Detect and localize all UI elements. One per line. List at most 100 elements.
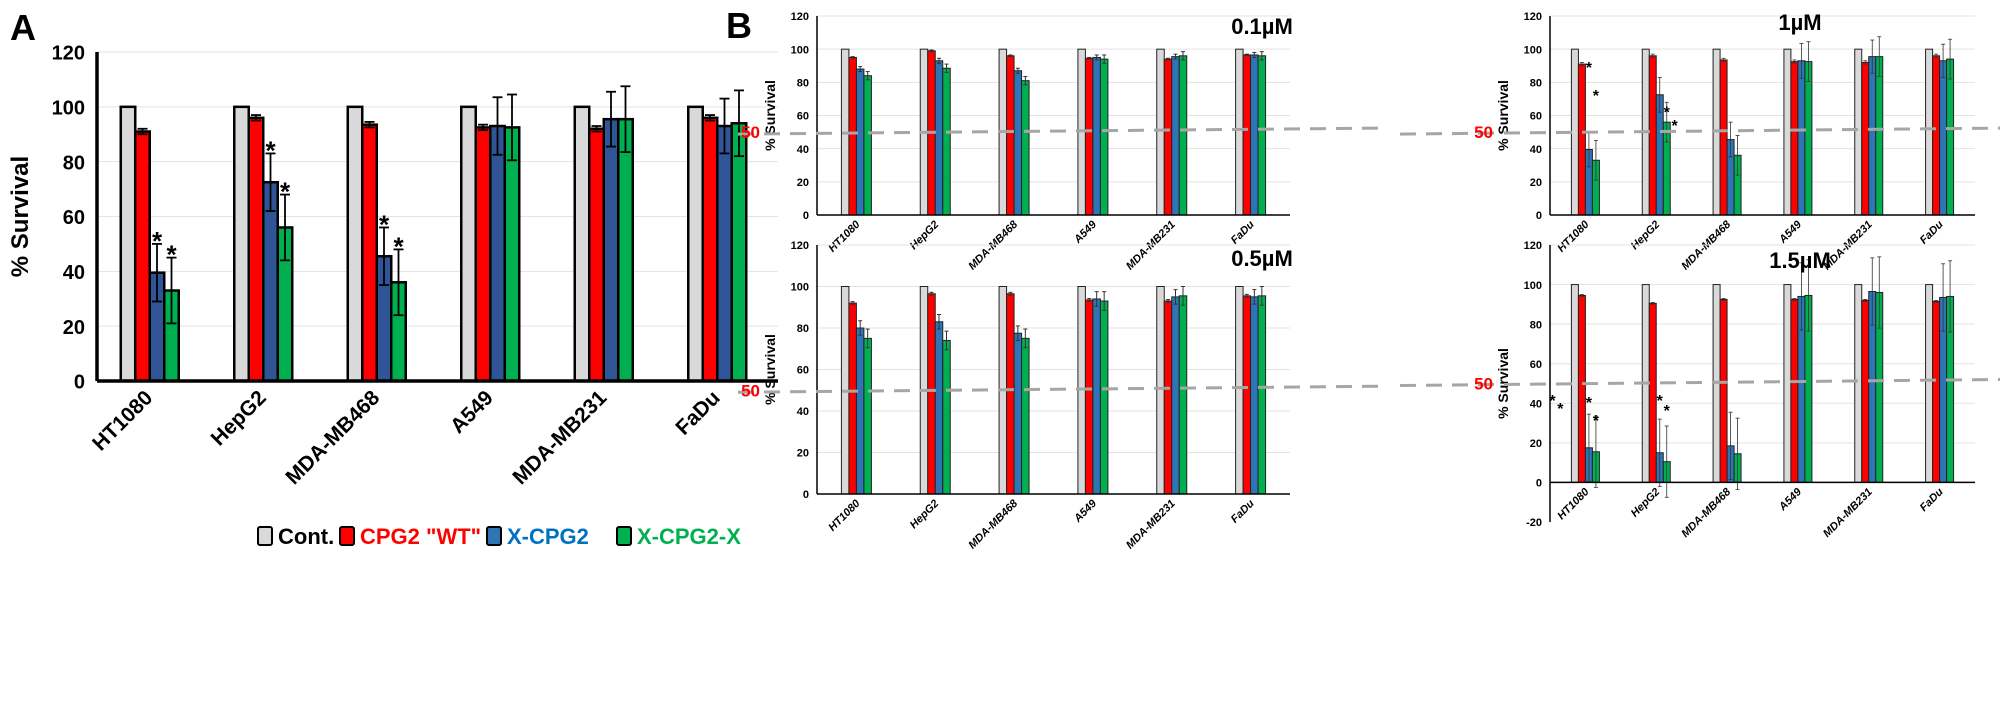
y-axis-title: % Survival xyxy=(762,334,778,405)
bar-hepg2-s3 xyxy=(942,339,951,495)
y-tick-label: 60 xyxy=(797,365,809,377)
bar-mda-mb468-s2 xyxy=(1013,70,1023,216)
legend-label: CPG2 "WT" xyxy=(360,524,481,549)
bar-mda-mb231-s3 xyxy=(1178,295,1188,495)
bar-mda-mb468-s1 xyxy=(1006,55,1015,216)
y-axis-title: % Survival xyxy=(7,156,34,277)
bar-a549-s2 xyxy=(1797,60,1806,216)
bar-mda-mb468-s1 xyxy=(361,123,378,383)
significance-asterisk: * xyxy=(1586,395,1593,412)
bar-mda-mb468-s1 xyxy=(1719,59,1728,216)
bar-ht1080-s1 xyxy=(1577,63,1586,216)
significance-asterisk: * xyxy=(1557,401,1564,418)
bar-a549-s3 xyxy=(1804,61,1813,216)
bar-mda-mb231-s2 xyxy=(602,117,620,383)
category-label: MDA-MB468 xyxy=(1679,485,1733,539)
significance-asterisk: * xyxy=(280,177,291,207)
concentration-title: 0.5µM xyxy=(1231,246,1293,271)
bar-a549-s1 xyxy=(1084,57,1094,216)
bar-fadu-s1 xyxy=(1932,55,1941,216)
y-tick-label: 100 xyxy=(52,97,85,119)
category-label: HepG2 xyxy=(1629,219,1663,253)
reference-line-50 xyxy=(1399,378,2000,387)
bar-ht1080-s1 xyxy=(848,56,857,216)
bar-hepg2-s0 xyxy=(233,105,250,383)
y-tick-label: 100 xyxy=(791,282,809,294)
legend-item: X-CPG2 xyxy=(486,524,589,549)
category-label: HT1080 xyxy=(826,497,863,534)
category-label: FaDu xyxy=(1918,486,1946,514)
y-axis-title: % Survival xyxy=(1495,348,1511,419)
bar-fadu-s1 xyxy=(1242,295,1252,495)
bar-fadu-s0 xyxy=(1925,284,1934,483)
bar-mda-mb231-s2 xyxy=(1171,56,1180,216)
bar-mda-mb231-s1 xyxy=(588,127,605,383)
y-tick-label: 80 xyxy=(1530,319,1542,331)
bar-a549-s1 xyxy=(1084,299,1094,495)
y-tick-label: 120 xyxy=(1524,11,1542,23)
reference-line-label: 50 xyxy=(741,381,760,400)
reference-line-50 xyxy=(1399,126,2000,136)
reference-line-50 xyxy=(737,384,1381,394)
bar-ht1080-s0 xyxy=(1570,48,1579,216)
bar-a549-s0 xyxy=(1783,284,1792,483)
significance-asterisk: * xyxy=(265,136,276,166)
reference-line-50 xyxy=(737,126,1381,136)
y-tick-label: 120 xyxy=(1524,240,1542,252)
bar-a549-s2 xyxy=(489,124,506,383)
y-axis-title: % Survival xyxy=(762,80,778,151)
bar-mda-mb231-s0 xyxy=(1156,48,1165,216)
significance-asterisk: * xyxy=(1549,393,1556,410)
category-label: A549 xyxy=(1071,497,1099,525)
bar-mda-mb231-s3 xyxy=(1178,55,1188,216)
bar-fadu-s1 xyxy=(701,116,719,383)
y-tick-label: 100 xyxy=(1524,280,1542,292)
category-label: A549 xyxy=(1776,485,1804,513)
category-label: HepG2 xyxy=(908,219,942,253)
bar-ht1080-s2 xyxy=(855,327,865,495)
y-tick-label: 20 xyxy=(797,448,809,460)
y-tick-label: 40 xyxy=(1530,144,1542,156)
chart-panel-b1: 0 20 40 60 80 100 120 % Survival HT1080 HepG2 MDA-… xyxy=(737,11,1381,273)
bar-fadu-s1 xyxy=(1932,300,1941,483)
y-tick-label: 40 xyxy=(63,262,85,284)
category-label: HepG2 xyxy=(207,386,271,450)
bar-a549-s2 xyxy=(1092,298,1101,495)
y-tick-label: 120 xyxy=(791,240,809,252)
bar-hepg2-s1 xyxy=(1648,55,1657,216)
category-label: HT1080 xyxy=(826,218,863,255)
bar-a549-s3 xyxy=(503,126,521,383)
category-label: MDA-MB231 xyxy=(1124,219,1178,273)
legend-swatch xyxy=(486,526,502,546)
bar-mda-mb468-s3 xyxy=(1021,337,1030,495)
bar-fadu-s0 xyxy=(1235,286,1244,495)
bar-ht1080-s1 xyxy=(848,302,857,495)
significance-asterisk: * xyxy=(1664,105,1671,122)
bar-hepg2-s1 xyxy=(927,293,936,495)
bar-ht1080-s0 xyxy=(119,105,137,383)
bar-hepg2-s3 xyxy=(942,67,951,216)
bar-mda-mb231-s1 xyxy=(1861,299,1870,483)
y-tick-label: -20 xyxy=(1526,517,1542,529)
panel-label-a: A xyxy=(10,7,36,48)
bar-fadu-s0 xyxy=(1235,48,1244,216)
bar-fadu-s2 xyxy=(1939,60,1948,216)
bar-fadu-s3 xyxy=(1257,55,1267,216)
concentration-title: 1µM xyxy=(1778,10,1821,35)
y-tick-label: 80 xyxy=(63,152,85,174)
significance-asterisk: * xyxy=(1593,413,1600,430)
legend-item: CPG2 "WT" xyxy=(339,524,481,549)
bar-mda-mb231-s0 xyxy=(573,105,591,383)
category-label: MDA-MB468 xyxy=(966,497,1020,551)
legend-item: Cont. xyxy=(257,524,334,549)
y-tick-label: 120 xyxy=(791,11,809,23)
category-label: MDA-MB231 xyxy=(1821,486,1875,540)
bar-fadu-s1 xyxy=(1242,54,1252,216)
category-label: FaDu xyxy=(1918,218,1946,246)
bar-hepg2-s2 xyxy=(262,180,279,383)
reference-line-label: 50 xyxy=(741,123,760,142)
y-tick-label: 0 xyxy=(803,489,809,501)
